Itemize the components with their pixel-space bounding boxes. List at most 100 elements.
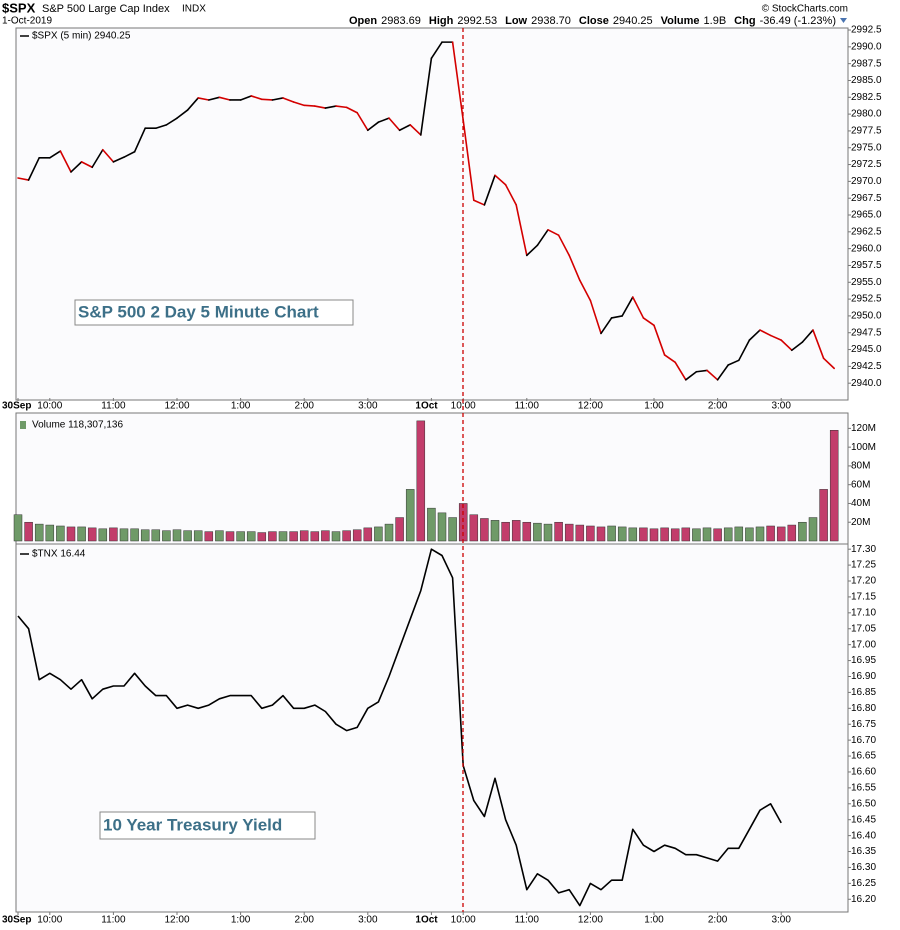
x-tick-label: 1:00 <box>644 401 664 412</box>
quote-value: 2938.70 <box>531 15 571 27</box>
volume-bar <box>755 526 765 542</box>
volume-bar <box>639 527 648 542</box>
volume-bar <box>299 530 309 542</box>
price-segment <box>504 183 518 206</box>
y-tick-label: 16.70 <box>851 735 876 746</box>
y-tick-label: 16.35 <box>851 846 876 857</box>
volume-bar <box>246 531 256 542</box>
x-tick-label: 12:00 <box>164 915 189 926</box>
volume-bar <box>416 420 426 542</box>
volume-bar <box>808 517 818 542</box>
price-segment <box>631 296 645 319</box>
volume-bar <box>66 526 76 542</box>
y-tick-label: 2975.0 <box>851 142 882 153</box>
y-tick-label: 2960.0 <box>851 243 882 254</box>
price-segment <box>790 341 804 352</box>
y-tick-label: 80M <box>851 461 870 472</box>
quote-label: High <box>429 15 454 27</box>
y-tick-label: 2992.5 <box>851 25 882 36</box>
price-segment <box>419 57 433 136</box>
price-segment <box>260 98 274 101</box>
price-segment <box>642 317 655 327</box>
price-segment <box>271 97 284 101</box>
volume-bar <box>745 527 754 542</box>
price-segment <box>123 150 136 158</box>
y-tick-label: 17.00 <box>851 639 876 650</box>
y-tick-label: 2950.0 <box>851 311 882 322</box>
volume-bar <box>45 524 55 542</box>
volume-bar <box>236 531 245 542</box>
y-tick-label: 2980.0 <box>851 109 882 120</box>
volume-bar <box>119 528 129 542</box>
price-segment <box>165 117 178 126</box>
volume-bar <box>130 528 139 542</box>
price-segment <box>176 109 189 119</box>
price-segment <box>451 41 465 121</box>
y-tick-label: 16.90 <box>851 671 876 682</box>
price-segment <box>345 106 359 114</box>
volume-bar <box>776 526 786 542</box>
legend-label: $SPX (5 min) 2940.25 <box>32 31 131 42</box>
y-tick-label: 60M <box>851 479 870 490</box>
volume-bar <box>13 514 23 542</box>
price-segment <box>780 339 793 352</box>
x-tick-label: 10:00 <box>37 915 62 926</box>
quote-value: 1.9B <box>704 15 727 27</box>
price-segment <box>695 369 708 373</box>
volume-bar <box>533 522 542 542</box>
volume-bar <box>352 529 362 542</box>
y-tick-label: 2940.0 <box>851 378 882 389</box>
x-tick-label: 12:00 <box>164 401 189 412</box>
y-tick-label: 17.30 <box>851 544 876 555</box>
x-tick-label: 2:00 <box>708 401 728 412</box>
price-segment <box>759 329 772 337</box>
volume-bar <box>151 529 161 542</box>
y-tick-label: 2965.0 <box>851 210 882 221</box>
x-tick-label: 11:00 <box>515 401 540 412</box>
volume-bar <box>363 527 373 542</box>
y-tick-label: 2962.5 <box>851 226 882 237</box>
annotation-box <box>99 811 316 840</box>
legend-swatch <box>20 421 26 429</box>
price-segment <box>578 279 592 302</box>
volume-bar <box>819 489 828 542</box>
x-tick-label: 12:00 <box>578 915 603 926</box>
volume-bar <box>215 530 224 542</box>
price-segment <box>91 148 104 169</box>
volume-bar <box>289 531 298 542</box>
price-segment <box>102 148 115 163</box>
x-tick-label: 3:00 <box>771 401 791 412</box>
y-tick-label: 120M <box>851 423 876 434</box>
price-segment <box>27 157 41 181</box>
price-segment <box>610 315 624 319</box>
volume-bar <box>670 528 680 542</box>
price-segment <box>589 299 602 335</box>
y-tick-label: 17.20 <box>851 576 876 587</box>
price-segment <box>335 105 348 109</box>
volume-bar <box>193 530 203 542</box>
price-segment <box>388 117 401 132</box>
y-tick-label: 16.75 <box>851 719 876 730</box>
price-segment <box>239 95 252 101</box>
volume-bar <box>140 529 150 542</box>
volume-bar <box>617 526 627 542</box>
y-tick-label: 16.60 <box>851 767 876 778</box>
price-segment <box>801 329 814 343</box>
volume-bar <box>511 520 521 542</box>
quote-menu[interactable] <box>840 18 847 23</box>
price-segment <box>737 339 751 362</box>
price-segment <box>59 150 72 173</box>
price-segment <box>674 361 687 381</box>
x-tick-label: 1:00 <box>644 915 664 926</box>
y-tick-label: 2942.5 <box>851 361 882 372</box>
price-segment <box>525 244 539 257</box>
x-tick-label: 10:00 <box>451 915 476 926</box>
volume-bar <box>405 489 415 542</box>
x-tick-label: 11:00 <box>101 915 126 926</box>
annotation: 10 Year Treasury Yield <box>103 815 282 834</box>
price-segment <box>398 124 412 132</box>
volume-bar <box>734 526 744 542</box>
price-segment <box>483 174 496 206</box>
price-segment <box>547 229 560 236</box>
